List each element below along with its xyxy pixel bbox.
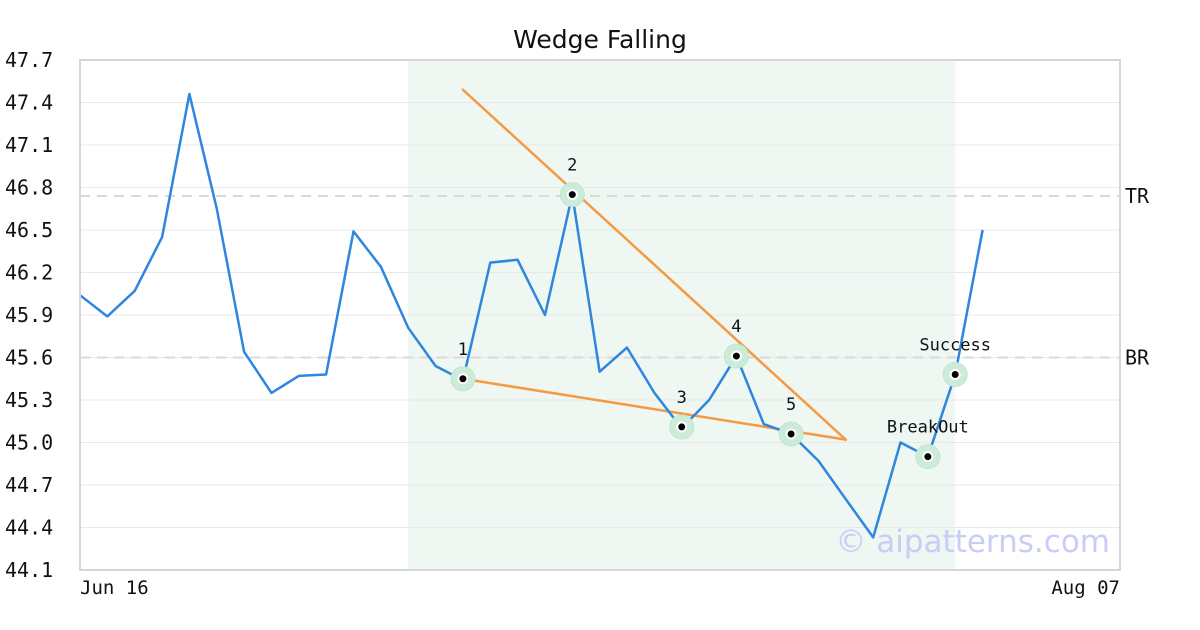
x-tick-label: Jun 16	[80, 577, 149, 599]
pattern-point-breakout	[922, 451, 934, 463]
y-tick-label: 47.7	[5, 48, 53, 72]
y-tick-label: 44.1	[5, 558, 53, 582]
upper-trend-line	[461, 88, 848, 441]
axes: 47.7 47.4 47.1 46.8 46.5 46.2 45.9 45.6 45.3 45.0…	[5, 48, 1121, 599]
pattern-point-4	[730, 350, 742, 362]
pattern-point-label-4: 4	[731, 317, 741, 337]
pattern-point-success	[949, 369, 961, 380]
pattern-point-5	[785, 428, 797, 440]
y-tick-label: 45.3	[5, 388, 53, 412]
reference-label-br: BR	[1125, 346, 1150, 370]
x-tick-label: Aug 07	[1051, 577, 1120, 599]
pattern-point-2	[566, 189, 578, 201]
pattern-point-3	[676, 421, 688, 433]
chart-title: Wedge Falling	[513, 25, 687, 54]
plot-frame	[79, 59, 1121, 571]
reference-lines: TR BR	[80, 184, 1150, 370]
y-tick-label: 44.4	[5, 516, 53, 540]
pattern-point-label-1: 1	[458, 340, 468, 360]
pattern-point-1	[457, 373, 469, 385]
reference-label-tr: TR	[1125, 184, 1150, 208]
y-tick-label: 45.6	[5, 346, 53, 370]
pattern-point-label-success: Success	[919, 336, 991, 356]
price-series-line	[79, 92, 984, 539]
y-tick-label: 46.8	[5, 176, 53, 200]
pattern-point-label-5: 5	[786, 395, 796, 415]
price-series	[79, 92, 984, 539]
pattern-point-label-3: 3	[677, 388, 687, 408]
y-tick-label: 47.4	[5, 91, 53, 115]
y-tick-label: 45.0	[5, 431, 53, 455]
y-tick-label: 47.1	[5, 133, 53, 157]
y-tick-label: 45.9	[5, 303, 53, 327]
pattern-points: 1 2 3 4 5 BreakOut Success	[450, 156, 991, 470]
y-tick-label: 46.2	[5, 261, 53, 285]
pattern-point-label-2: 2	[567, 156, 577, 176]
pattern-point-label-breakout: BreakOut	[887, 418, 969, 438]
y-tick-label: 46.5	[5, 218, 53, 242]
watermark: © aipatterns.com	[835, 524, 1110, 560]
y-tick-label: 44.7	[5, 473, 53, 497]
